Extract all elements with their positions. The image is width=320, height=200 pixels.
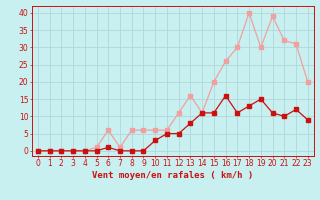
X-axis label: Vent moyen/en rafales ( km/h ): Vent moyen/en rafales ( km/h ) (92, 171, 253, 180)
